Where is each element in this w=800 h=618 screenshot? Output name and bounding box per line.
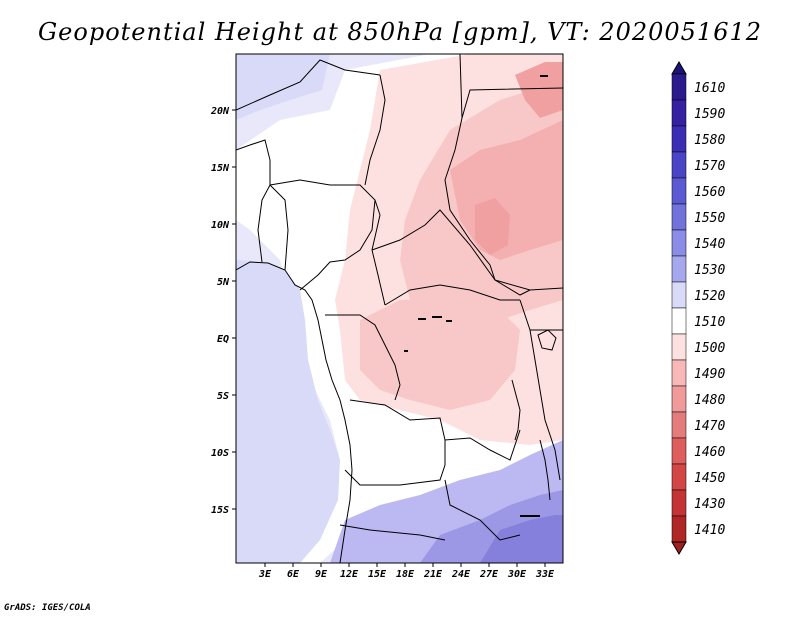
border-algeria-niger xyxy=(236,59,381,111)
river-segment xyxy=(540,75,548,77)
river-segment xyxy=(520,515,540,517)
colorbar-swatch xyxy=(671,437,687,465)
border-car xyxy=(371,209,531,296)
country-borders xyxy=(236,54,563,563)
colorbar-swatch xyxy=(671,255,687,283)
border-zambia-south xyxy=(444,479,521,541)
colorbar-swatch xyxy=(671,229,687,257)
rivers xyxy=(404,75,548,517)
colorbar-label: 1410 xyxy=(694,523,725,538)
colorbar-swatch xyxy=(671,203,687,231)
colorbar-label: 1590 xyxy=(694,107,725,122)
colorbar-swatch xyxy=(671,333,687,361)
lon-label-24e: 24E xyxy=(451,569,471,580)
river-segment xyxy=(418,318,426,320)
colorbar-label: 1450 xyxy=(694,471,725,486)
border-benin xyxy=(269,184,289,271)
colorbar-label: 1500 xyxy=(694,341,725,356)
colorbar-swatch xyxy=(671,151,687,179)
colorbar-label: 1470 xyxy=(694,419,725,434)
colorbar-swatch xyxy=(671,281,687,309)
border-mali xyxy=(236,139,271,185)
lat-label-10n: 10N xyxy=(211,220,230,231)
colorbar-swatch xyxy=(671,177,687,205)
colorbar-label: 1580 xyxy=(694,133,725,148)
lon-label-6e: 6E xyxy=(287,569,300,580)
lon-label-33e: 33E xyxy=(535,569,555,580)
colorbar-swatch xyxy=(671,125,687,153)
colorbar-label: 1570 xyxy=(694,159,725,174)
grads-credit: GrADS: IGES/COLA xyxy=(4,603,91,613)
field-purple-dark xyxy=(480,515,563,563)
colorbar-label: 1560 xyxy=(694,185,725,200)
border-chad-sudan xyxy=(444,117,496,281)
lat-label-5s: 5S xyxy=(217,391,229,402)
colorbar-swatch xyxy=(671,411,687,439)
colorbar-swatch xyxy=(671,515,687,543)
colorbar-swatch xyxy=(671,73,687,101)
chart-title: Geopotential Height at 850hPa [gpm], VT:… xyxy=(38,18,762,46)
colorbar-top-arrow xyxy=(671,61,687,75)
lake-victoria xyxy=(537,329,557,351)
border-namibia xyxy=(339,524,446,541)
lat-label-20n: 20N xyxy=(210,106,230,117)
lon-label-12e: 12E xyxy=(340,569,359,580)
height-field xyxy=(236,54,563,563)
colorbar-bottom-arrow xyxy=(671,541,687,555)
colorbar-label: 1510 xyxy=(694,315,725,330)
colorbar-label: 1490 xyxy=(694,367,725,382)
colorbar-swatch xyxy=(671,385,687,413)
map-frame xyxy=(235,53,564,564)
colorbar-label: 1550 xyxy=(694,211,725,226)
lat-label-eq: EQ xyxy=(217,334,229,345)
colorbar-label: 1430 xyxy=(694,497,725,512)
colorbar-label: 1540 xyxy=(694,237,725,252)
colorbar-swatch xyxy=(671,99,687,127)
colorbar-label: 1520 xyxy=(694,289,725,304)
colorbar-label: 1480 xyxy=(694,393,725,408)
longitude-axis: 3E 6E 9E 12E 15E 18E 21E 24E 27E 30E 33E xyxy=(258,563,555,580)
colorbar-swatch xyxy=(671,463,687,491)
lat-label-5n: 5N xyxy=(217,277,230,288)
colorbar: 1610 1590 1580 1570 1560 1550 1540 1530 1520 1510… xyxy=(671,61,725,555)
lat-label-10s: 10S xyxy=(211,448,229,459)
border-congo-drc xyxy=(325,314,401,401)
border-niger-chad xyxy=(364,74,386,186)
lon-label-21e: 21E xyxy=(423,569,443,580)
lon-label-15e: 15E xyxy=(368,569,387,580)
colorbar-swatch xyxy=(671,489,687,517)
river-segment xyxy=(446,320,452,322)
colorbar-swatch xyxy=(671,307,687,335)
river-segment xyxy=(432,316,442,318)
lon-label-9e: 9E xyxy=(315,569,328,580)
lat-label-15s: 15S xyxy=(211,505,229,516)
field-red-mid-center xyxy=(475,198,510,255)
river-segment xyxy=(404,350,408,352)
lake-tanganyika xyxy=(511,379,521,441)
border-nigeria xyxy=(269,179,376,291)
colorbar-label: 1610 xyxy=(694,81,725,96)
colorbar-swatch xyxy=(671,359,687,387)
west-africa-coastline xyxy=(236,261,353,563)
colorbar-label: 1460 xyxy=(694,445,725,460)
lake-malawi xyxy=(539,439,551,501)
border-sudan-south xyxy=(494,279,563,291)
border-ghana-togo xyxy=(257,184,271,263)
lon-label-27e: 27E xyxy=(479,569,499,580)
latitude-axis: 20N 15N 10N 5N EQ 5S 10S 15S xyxy=(210,106,236,516)
lon-label-18e: 18E xyxy=(396,569,415,580)
lon-label-30e: 30E xyxy=(507,569,527,580)
field-red-mid-north xyxy=(515,62,563,118)
border-libya-chad xyxy=(459,54,563,119)
border-car-drc xyxy=(384,284,520,306)
lon-label-3e: 3E xyxy=(258,569,272,580)
lat-label-15n: 15N xyxy=(211,163,230,174)
colorbar-label: 1530 xyxy=(694,263,725,278)
field-pink-central xyxy=(360,300,520,410)
field-ocean-north xyxy=(236,54,330,120)
border-angola xyxy=(344,440,446,486)
field-ocean xyxy=(236,260,340,563)
